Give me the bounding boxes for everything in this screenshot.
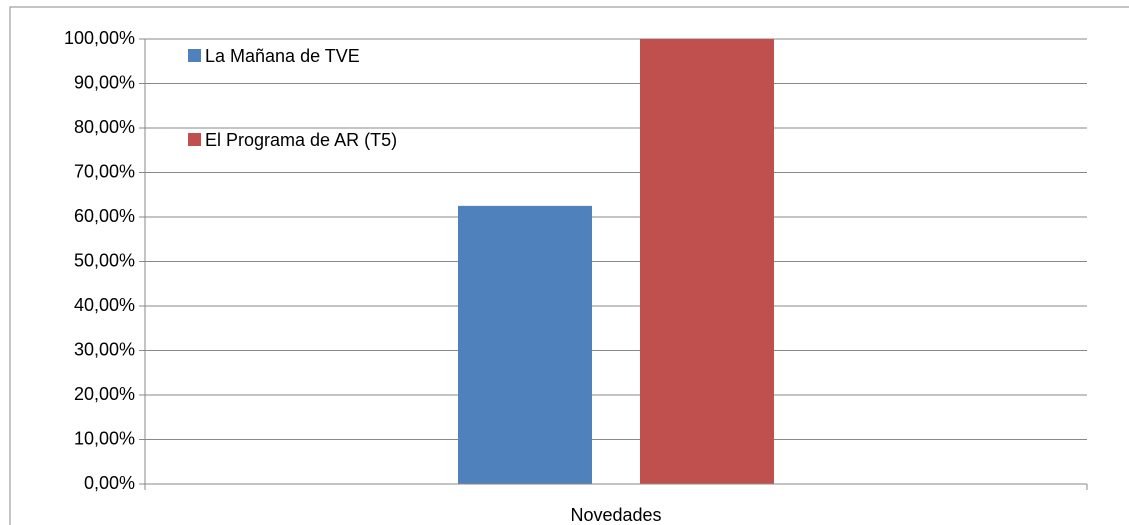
- legend-swatch: [188, 49, 201, 62]
- y-tick-label: 0,00%: [84, 473, 135, 493]
- bar: [458, 205, 592, 484]
- legend-swatch: [188, 133, 201, 146]
- y-tick-label: 10,00%: [74, 428, 135, 448]
- y-tick-label: 60,00%: [74, 206, 135, 226]
- y-tick-label: 40,00%: [74, 295, 135, 315]
- legend-item: La Mañana de TVE: [188, 44, 428, 68]
- y-tick-label: 70,00%: [74, 161, 135, 181]
- legend-label: La Mañana de TVE: [205, 46, 360, 66]
- y-tick-label: 30,00%: [74, 339, 135, 359]
- x-tick-label: Novedades: [570, 505, 661, 525]
- y-tick-label: 50,00%: [74, 250, 135, 270]
- legend-label: El Programa de AR (T5): [205, 130, 398, 150]
- chart-border: [9, 6, 1129, 525]
- legend-item: El Programa de AR (T5): [188, 128, 428, 152]
- y-tick-label: 100,00%: [64, 28, 135, 48]
- bar: [640, 39, 774, 484]
- y-tick-label: 80,00%: [74, 117, 135, 137]
- y-tick-label: 20,00%: [74, 384, 135, 404]
- y-tick-label: 90,00%: [74, 72, 135, 92]
